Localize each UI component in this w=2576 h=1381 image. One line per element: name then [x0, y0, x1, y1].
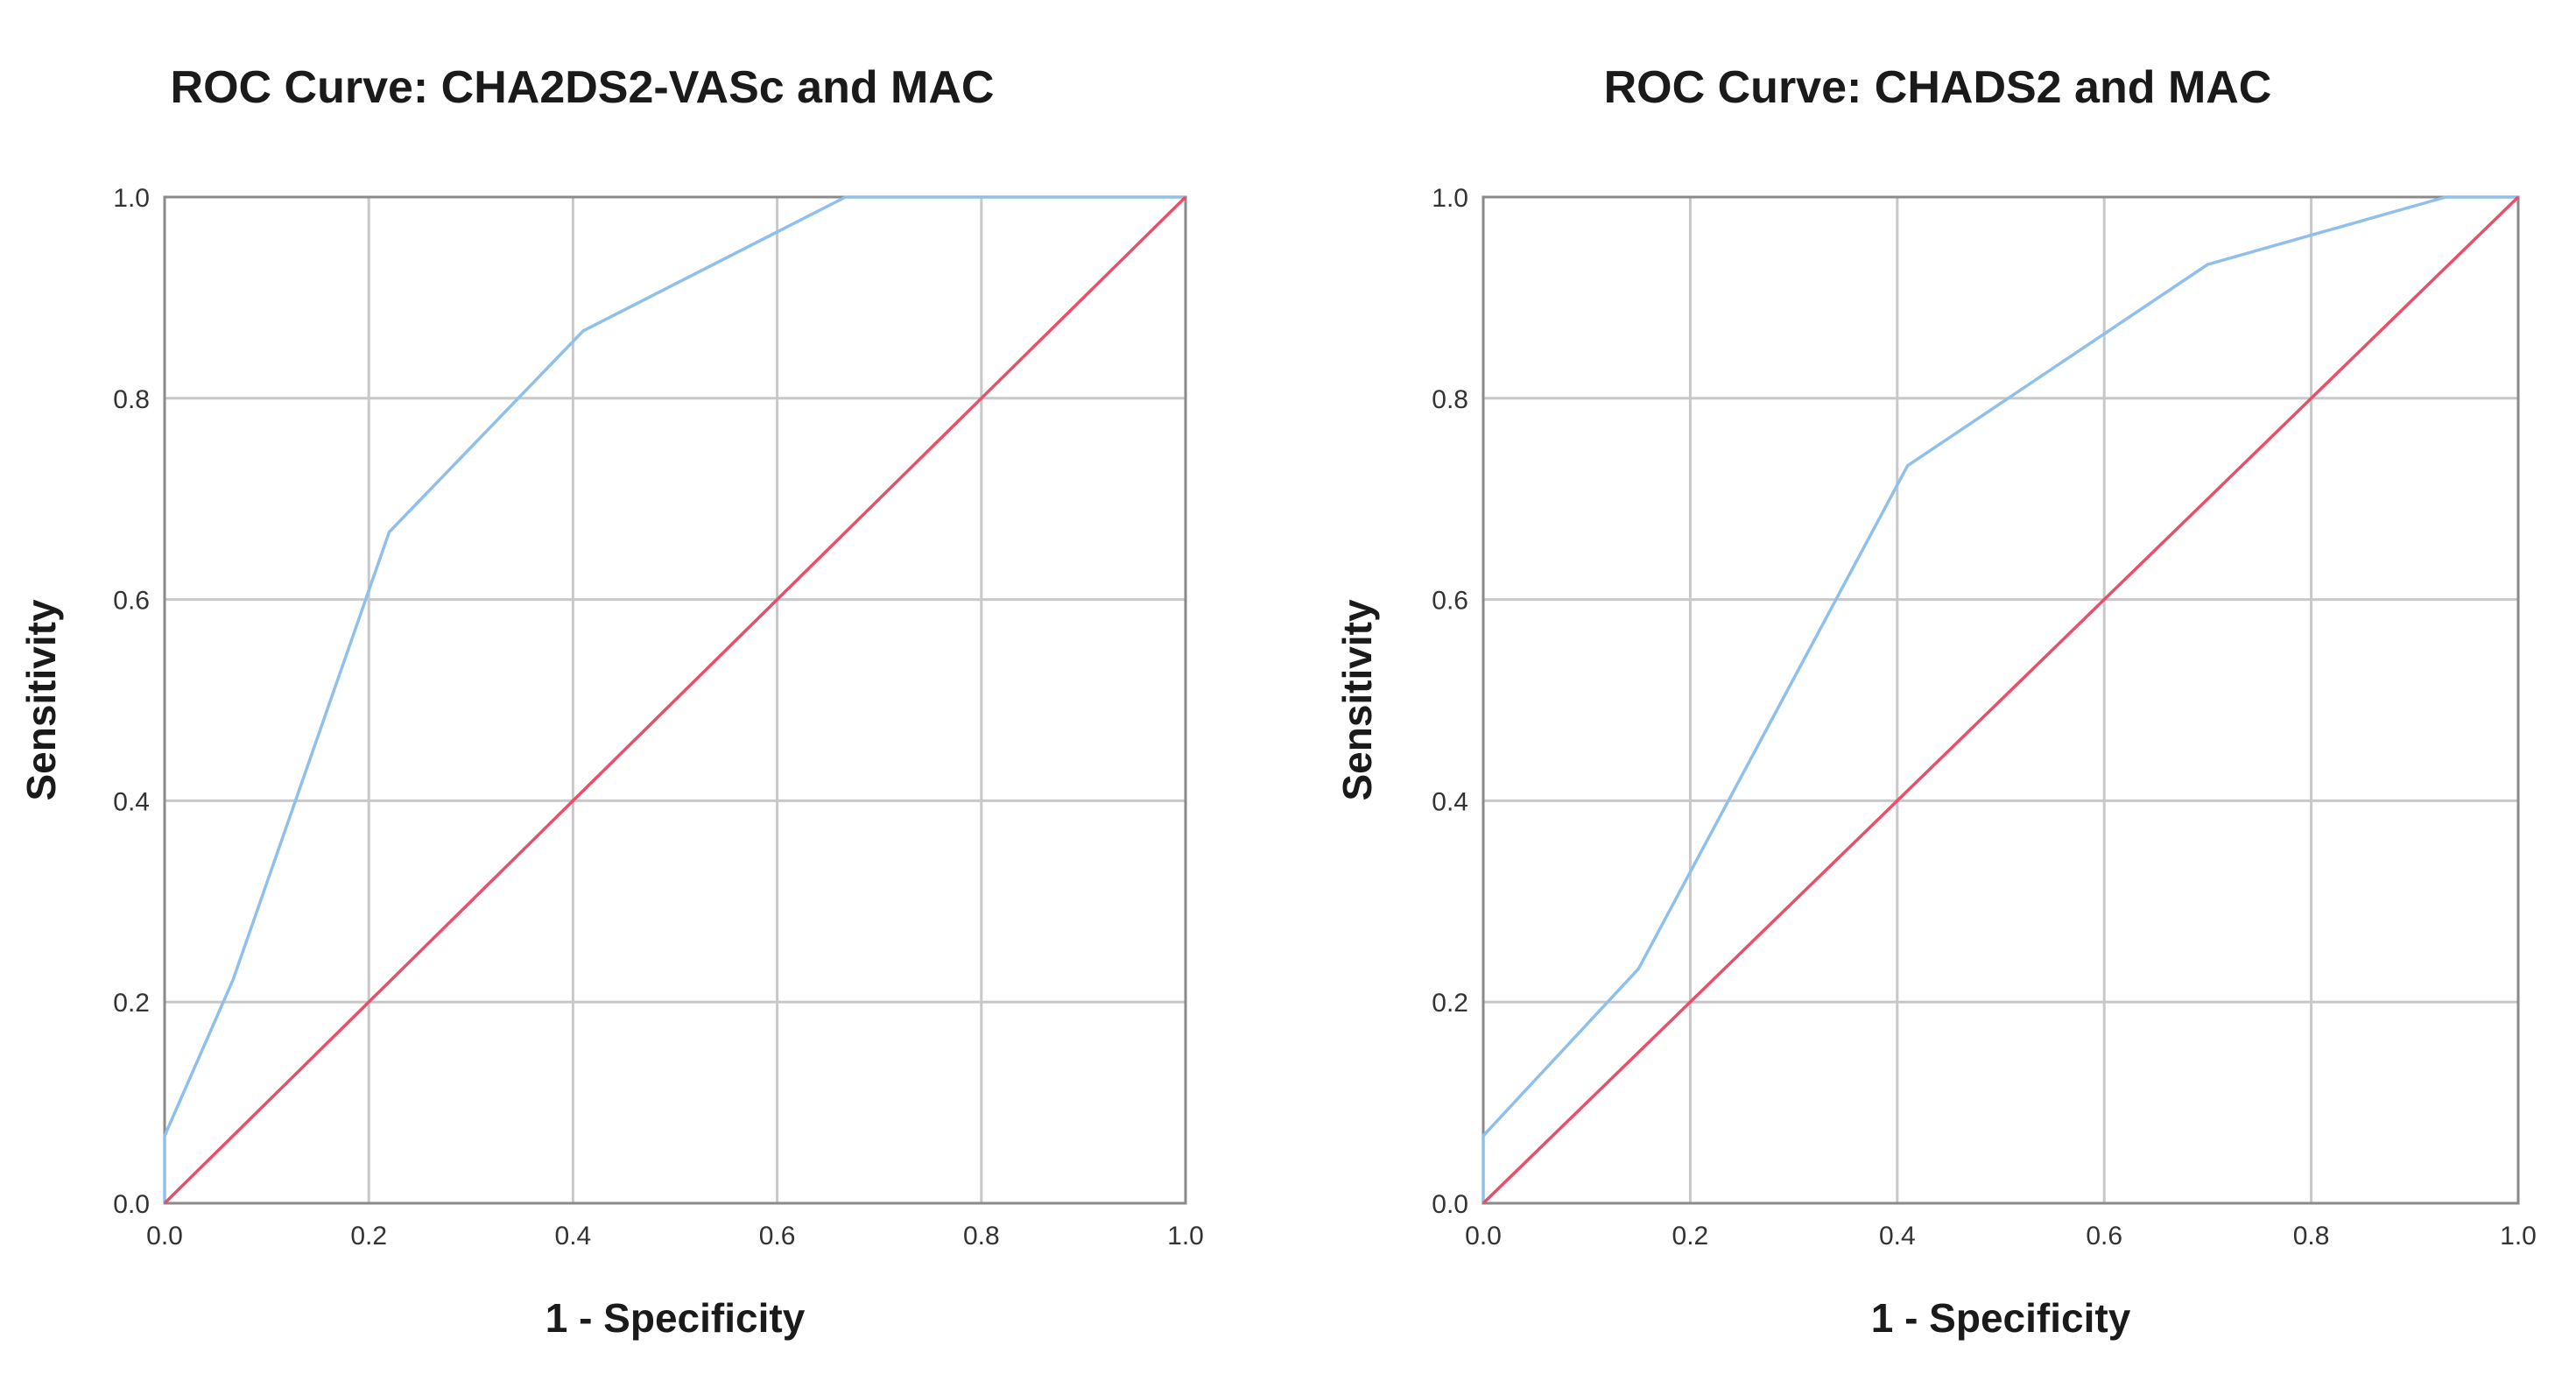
y-tick-label: 0.0: [113, 1190, 150, 1219]
x-tick-label: 0.2: [1672, 1222, 1709, 1251]
x-tick-label: 0.6: [2086, 1222, 2122, 1251]
y-tick-label: 0.0: [1432, 1190, 1468, 1219]
x-tick-label: 0.2: [350, 1222, 387, 1251]
chart-title: ROC Curve: CHADS2 and MAC: [1604, 62, 2272, 113]
x-tick-label: 0.0: [1465, 1222, 1502, 1251]
y-tick-label: 0.2: [1432, 989, 1468, 1018]
x-tick-label: 0.8: [2293, 1222, 2330, 1251]
x-tick-label: 0.8: [963, 1222, 1000, 1251]
x-tick-label: 1.0: [1167, 1222, 1204, 1251]
y-tick-label: 0.4: [1432, 787, 1468, 816]
plot-frame: [163, 195, 1187, 1205]
roc-curve-line: [1482, 195, 2518, 1203]
x-tick-label: 0.6: [759, 1222, 796, 1251]
y-tick-label: 1.0: [1432, 184, 1468, 213]
y-tick-label: 1.0: [113, 184, 150, 213]
reference-diagonal-line: [163, 195, 1187, 1205]
y-tick-label: 0.8: [1432, 385, 1468, 414]
y-tick-label: 0.6: [113, 587, 150, 616]
y-tick-label: 0.2: [113, 989, 150, 1018]
y-tick-label: 0.8: [113, 385, 150, 414]
y-axis-label: Sensitivity: [18, 599, 64, 801]
x-tick-label: 0.4: [555, 1222, 592, 1251]
chart-panel-cha2ds2-vasc: ROC Curve: CHA2DS2-VASc and MAC 0.0 0.2 0.4…: [18, 62, 1204, 1341]
x-tick-label: 1.0: [2500, 1222, 2537, 1251]
y-axis-label: Sensitivity: [1334, 599, 1380, 801]
x-axis-label: 1 - Specificity: [545, 1295, 806, 1341]
reference-diagonal-line: [1482, 195, 2520, 1205]
y-tick-label: 0.4: [113, 787, 150, 816]
x-tick-label: 0.4: [1879, 1222, 1916, 1251]
x-tick-label: 0.0: [146, 1222, 183, 1251]
x-axis-label: 1 - Specificity: [1871, 1295, 2131, 1341]
chart-panel-chads2: ROC Curve: CHADS2 and MAC 0.0 0.2 0.4 0.6 0.8…: [1334, 62, 2537, 1341]
roc-curve-line: [163, 195, 1186, 1203]
y-tick-label: 0.6: [1432, 587, 1468, 616]
chart-title: ROC Curve: CHA2DS2-VASc and MAC: [171, 62, 995, 113]
plot-frame: [1482, 195, 2520, 1205]
